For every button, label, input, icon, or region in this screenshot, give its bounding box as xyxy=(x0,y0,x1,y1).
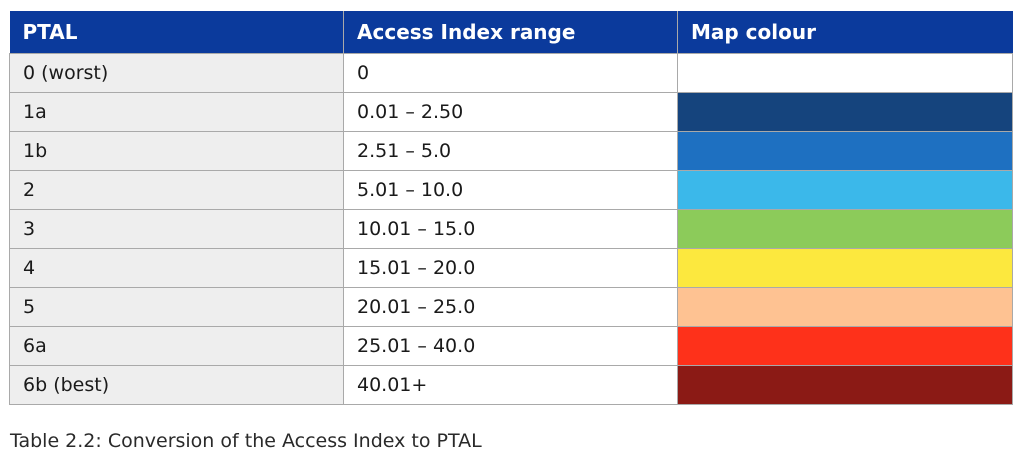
table-row: 0 (worst) 0 xyxy=(9,53,1013,93)
map-colour-swatch xyxy=(677,326,1013,366)
ptal-level-cell: 1b xyxy=(9,131,344,171)
table-caption: Table 2.2: Conversion of the Access Inde… xyxy=(10,430,482,452)
access-index-range-cell: 10.01 – 15.0 xyxy=(343,209,678,249)
ptal-level-cell: 5 xyxy=(9,287,344,327)
access-index-range-cell: 5.01 – 10.0 xyxy=(343,170,678,210)
ptal-level-cell: 6b (best) xyxy=(9,365,344,405)
map-colour-swatch xyxy=(677,131,1013,171)
ptal-level-cell: 1a xyxy=(9,92,344,132)
ptal-level-cell: 3 xyxy=(9,209,344,249)
table-row: 3 10.01 – 15.0 xyxy=(9,209,1013,249)
map-colour-swatch xyxy=(677,365,1013,405)
table-row: 4 15.01 – 20.0 xyxy=(9,248,1013,288)
header-map-colour: Map colour xyxy=(677,11,1013,54)
header-access-index-range: Access Index range xyxy=(343,11,678,54)
table-row: 1a 0.01 – 2.50 xyxy=(9,92,1013,132)
access-index-range-cell: 40.01+ xyxy=(343,365,678,405)
header-ptal: PTAL xyxy=(9,11,344,54)
map-colour-swatch xyxy=(677,170,1013,210)
ptal-conversion-table: PTAL Access Index range Map colour 0 (wo… xyxy=(9,11,1013,405)
access-index-range-cell: 15.01 – 20.0 xyxy=(343,248,678,288)
map-colour-swatch xyxy=(677,209,1013,249)
ptal-level-cell: 2 xyxy=(9,170,344,210)
access-index-range-cell: 2.51 – 5.0 xyxy=(343,131,678,171)
access-index-range-cell: 20.01 – 25.0 xyxy=(343,287,678,327)
map-colour-swatch xyxy=(677,53,1013,93)
ptal-level-cell: 4 xyxy=(9,248,344,288)
ptal-level-cell: 6a xyxy=(9,326,344,366)
ptal-level-cell: 0 (worst) xyxy=(9,53,344,93)
table-row: 6b (best) 40.01+ xyxy=(9,365,1013,405)
map-colour-swatch xyxy=(677,92,1013,132)
map-colour-swatch xyxy=(677,287,1013,327)
header-row: PTAL Access Index range Map colour xyxy=(9,11,1013,54)
access-index-range-cell: 0 xyxy=(343,53,678,93)
table-row: 2 5.01 – 10.0 xyxy=(9,170,1013,210)
access-index-range-cell: 25.01 – 40.0 xyxy=(343,326,678,366)
table-row: 1b 2.51 – 5.0 xyxy=(9,131,1013,171)
access-index-range-cell: 0.01 – 2.50 xyxy=(343,92,678,132)
map-colour-swatch xyxy=(677,248,1013,288)
table-body: 0 (worst) 0 1a 0.01 – 2.50 1b 2.51 – 5.0… xyxy=(9,53,1013,405)
table-row: 5 20.01 – 25.0 xyxy=(9,287,1013,327)
table-row: 6a 25.01 – 40.0 xyxy=(9,326,1013,366)
table-header: PTAL Access Index range Map colour xyxy=(9,11,1013,54)
